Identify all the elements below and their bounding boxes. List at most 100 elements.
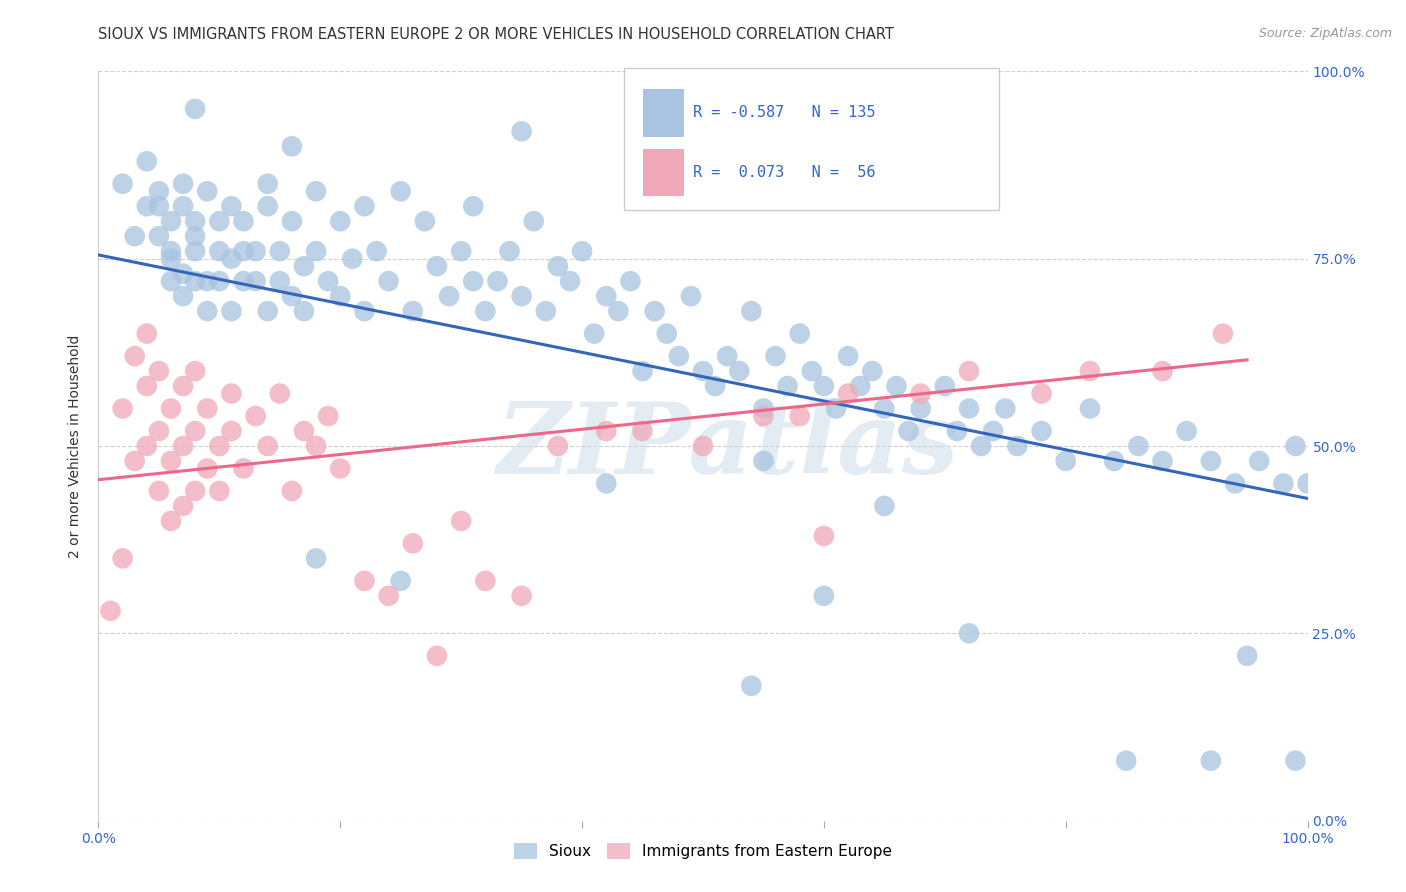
Point	[389, 574, 412, 588]
Point	[655, 326, 678, 341]
Point	[860, 364, 883, 378]
Point	[789, 409, 811, 423]
Point	[377, 589, 399, 603]
Point	[789, 326, 811, 341]
Point	[232, 461, 254, 475]
Point	[957, 626, 980, 640]
Point	[124, 349, 146, 363]
Point	[1078, 401, 1101, 416]
Point	[679, 289, 702, 303]
Point	[644, 304, 666, 318]
Point	[837, 349, 859, 363]
Point	[245, 244, 267, 259]
Text: Source: ZipAtlas.com: Source: ZipAtlas.com	[1258, 27, 1392, 40]
Point	[124, 229, 146, 244]
Point	[1199, 454, 1222, 468]
Point	[486, 274, 509, 288]
Point	[813, 379, 835, 393]
Point	[1296, 476, 1319, 491]
Point	[474, 304, 496, 318]
Point	[813, 589, 835, 603]
Point	[1284, 439, 1306, 453]
Point	[208, 483, 231, 498]
Point	[232, 214, 254, 228]
Point	[184, 274, 207, 288]
Point	[124, 454, 146, 468]
Point	[957, 364, 980, 378]
Point	[474, 574, 496, 588]
Point	[208, 244, 231, 259]
Point	[450, 514, 472, 528]
Point	[353, 304, 375, 318]
Point	[148, 199, 170, 213]
Point	[450, 244, 472, 259]
Text: SIOUX VS IMMIGRANTS FROM EASTERN EUROPE 2 OR MORE VEHICLES IN HOUSEHOLD CORRELAT: SIOUX VS IMMIGRANTS FROM EASTERN EUROPE …	[98, 27, 894, 42]
Point	[148, 184, 170, 198]
Point	[897, 424, 920, 438]
Point	[135, 199, 157, 213]
Point	[402, 304, 425, 318]
Point	[172, 177, 194, 191]
FancyBboxPatch shape	[624, 68, 1000, 210]
Point	[957, 401, 980, 416]
Point	[510, 589, 533, 603]
Point	[1007, 439, 1029, 453]
Point	[607, 304, 630, 318]
Point	[316, 409, 339, 423]
Point	[305, 551, 328, 566]
Point	[825, 401, 848, 416]
Point	[946, 424, 969, 438]
Point	[534, 304, 557, 318]
Point	[232, 244, 254, 259]
Point	[256, 199, 278, 213]
Point	[849, 379, 872, 393]
Point	[281, 483, 304, 498]
Point	[111, 401, 134, 416]
Point	[523, 214, 546, 228]
Point	[172, 267, 194, 281]
Point	[329, 214, 352, 228]
Point	[1152, 454, 1174, 468]
Point	[256, 304, 278, 318]
Point	[377, 274, 399, 288]
Point	[631, 424, 654, 438]
Point	[994, 401, 1017, 416]
Point	[160, 401, 183, 416]
Point	[342, 252, 364, 266]
Point	[269, 386, 291, 401]
Point	[595, 476, 617, 491]
Point	[498, 244, 520, 259]
Point	[765, 349, 787, 363]
Point	[232, 274, 254, 288]
Point	[148, 229, 170, 244]
Point	[148, 483, 170, 498]
Point	[184, 364, 207, 378]
Point	[208, 214, 231, 228]
Point	[329, 461, 352, 475]
Point	[910, 386, 932, 401]
Point	[1054, 454, 1077, 468]
Point	[353, 199, 375, 213]
Point	[631, 364, 654, 378]
Point	[269, 244, 291, 259]
Point	[934, 379, 956, 393]
Point	[1102, 454, 1125, 468]
Point	[716, 349, 738, 363]
Point	[221, 252, 243, 266]
Point	[837, 386, 859, 401]
Point	[1152, 364, 1174, 378]
Point	[292, 304, 315, 318]
Point	[160, 514, 183, 528]
Point	[463, 199, 485, 213]
Point	[135, 439, 157, 453]
Point	[172, 199, 194, 213]
Point	[740, 304, 762, 318]
Point	[148, 424, 170, 438]
Point	[184, 102, 207, 116]
Point	[752, 401, 775, 416]
Point	[1212, 326, 1234, 341]
Point	[1284, 754, 1306, 768]
Point	[208, 274, 231, 288]
Point	[463, 274, 485, 288]
Point	[595, 424, 617, 438]
